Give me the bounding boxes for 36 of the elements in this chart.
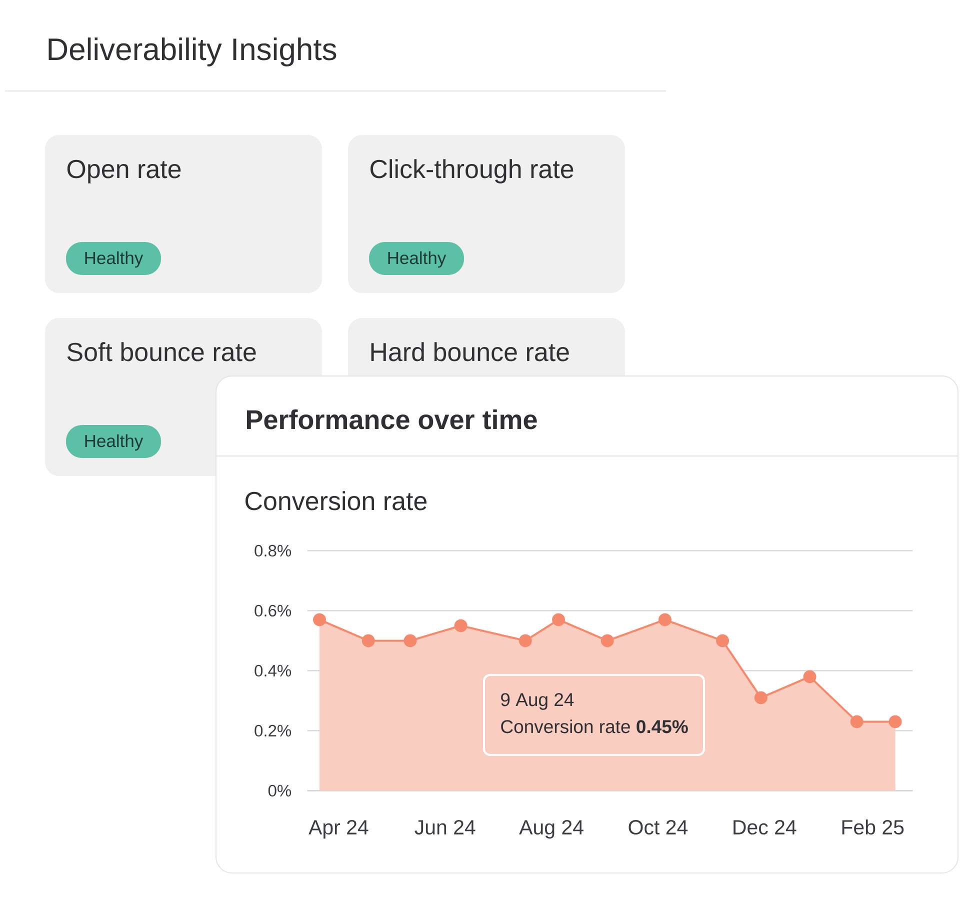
- point: [716, 634, 730, 648]
- x-tick-label: Aug 24: [519, 820, 584, 839]
- chart-title: Performance over time: [247, 409, 537, 430]
- point: [518, 634, 532, 648]
- y-tick-label: 0.8%: [254, 544, 292, 557]
- x-tick-label: Feb 25: [842, 819, 904, 835]
- point: [552, 613, 566, 626]
- text: Deliverability Insights: [48, 38, 336, 66]
- y-tick-label: 0%: [268, 784, 292, 797]
- point: [754, 691, 768, 704]
- text: Healthy: [85, 434, 144, 451]
- chart-subtitle: Conversion rate: [246, 491, 427, 510]
- point: [313, 613, 326, 626]
- category-label: Soft bounce rate: [67, 342, 256, 362]
- category-label: Hard bounce rate: [371, 342, 569, 362]
- point: [454, 619, 468, 632]
- y-tick-label: 0.2%: [254, 724, 292, 737]
- point: [850, 715, 864, 728]
- text: Healthy: [85, 251, 144, 268]
- x-tick-label: Dec 24: [734, 820, 796, 835]
- y-tick-label: 0.4%: [254, 664, 292, 677]
- category-label: Open rate: [67, 160, 181, 184]
- x-tick-label: Jun 24: [414, 820, 476, 835]
- text: Healthy: [388, 251, 446, 268]
- x-tick-label: Apr 24: [308, 820, 368, 839]
- category-label: Click-through rate: [370, 159, 574, 184]
- point: [362, 634, 375, 648]
- annotation: 9 Aug 24: [501, 693, 574, 710]
- point: [600, 634, 614, 648]
- point: [404, 634, 417, 648]
- point: [658, 613, 672, 626]
- point: [803, 670, 816, 684]
- point: [888, 715, 902, 728]
- annotation: Conversion rate 0.45%: [501, 720, 688, 734]
- y-tick-label: 0.6%: [254, 604, 292, 617]
- x-tick-label: Oct 24: [628, 820, 688, 835]
